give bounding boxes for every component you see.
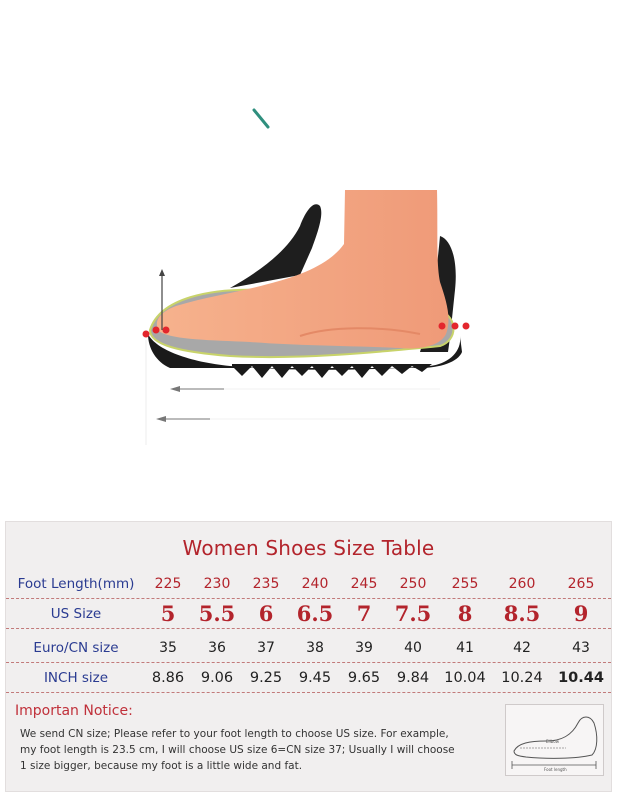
size-cell: 5 [160, 601, 176, 626]
size-cell: 8.5 [503, 601, 541, 626]
size-cell: 42 [513, 640, 531, 656]
notice-line: We send CN size; Please refer to your fo… [20, 728, 449, 740]
arrow-up-icon [159, 269, 165, 276]
size-cell: 245 [350, 576, 378, 592]
size-cell: 35 [159, 640, 177, 656]
outsole [148, 334, 462, 370]
size-cell: 265 [567, 576, 595, 592]
size-cell: 6.5 [296, 601, 334, 626]
diagram-label-bottom: Foot length [544, 767, 567, 772]
size-cell: 40 [404, 640, 422, 656]
size-cell: 250 [399, 576, 427, 592]
size-cell: 9.25 [249, 670, 283, 686]
heel-marker-1 [438, 322, 446, 330]
size-cell: 9.84 [396, 670, 430, 686]
size-table-panel: Women Shoes Size Table Foot Length(mm) 2… [5, 521, 612, 792]
heel-marker-2 [451, 322, 459, 330]
size-cell: 7.5 [394, 601, 432, 626]
size-cell: 43 [572, 640, 590, 656]
size-cell: 9.06 [200, 670, 234, 686]
size-cell: 9.45 [298, 670, 332, 686]
size-cell: 10.44 [558, 670, 604, 686]
size-cell: 230 [203, 576, 231, 592]
row-label: Euro/CN size [33, 640, 119, 656]
toe-marker-1 [142, 330, 150, 338]
size-cell: 38 [306, 640, 324, 656]
notice-line: my foot length is 23.5 cm, I will choose… [20, 744, 455, 756]
notice-title: Importan Notice: [15, 703, 133, 719]
foot [156, 190, 449, 349]
size-row-foot-length: Foot Length(mm) 225 230 235 240 245 250 … [6, 570, 611, 599]
notice-line: 1 size bigger, because my foot is a litt… [20, 760, 303, 772]
size-cell: 225 [154, 576, 182, 592]
size-cell: 39 [355, 640, 373, 656]
size-cell: 10.24 [501, 670, 543, 686]
outsole-tread [232, 364, 432, 378]
size-cell: 7 [356, 601, 372, 626]
shoe-fit-illustration [142, 108, 470, 445]
size-cell: 37 [257, 640, 275, 656]
size-row-us: US Size 5 5.5 6 6.5 7 7.5 8 8.5 9 [6, 600, 611, 629]
size-cell: 235 [252, 576, 280, 592]
pencil-mark-icon [252, 108, 270, 129]
size-row-inch: INCH size 8.86 9.06 9.25 9.45 9.65 9.84 … [6, 664, 611, 693]
size-cell: 5.5 [198, 601, 236, 626]
size-cell: 260 [508, 576, 536, 592]
toe-marker-3 [162, 326, 170, 334]
foot-arch-shade [299, 327, 421, 337]
row-label: INCH size [43, 670, 109, 686]
diagram-label-top: Ellbow [546, 739, 560, 744]
size-cell: 41 [456, 640, 474, 656]
foot-measure-diagram: Ellbow Foot length [505, 704, 604, 776]
row-label: US Size [50, 606, 102, 622]
foot-outline-icon [511, 716, 598, 769]
shoe-upper [230, 204, 322, 288]
size-cell: 8 [457, 601, 473, 626]
arrow-left-icon [156, 416, 166, 422]
size-cell: 10.04 [444, 670, 486, 686]
size-cell: 8.86 [151, 670, 185, 686]
size-cell: 9 [573, 601, 589, 626]
heel-marker-3 [462, 322, 470, 330]
arrow-left-icon [170, 386, 180, 392]
size-row-euro-cn: Euro/CN size 35 36 37 38 39 40 41 42 43 [6, 634, 611, 663]
toe-marker-2 [152, 326, 160, 334]
size-table-title: Women Shoes Size Table [182, 536, 435, 560]
size-cell: 6 [258, 601, 274, 626]
row-label: Foot Length(mm) [17, 576, 135, 592]
size-cell: 240 [301, 576, 329, 592]
notice-text: We send CN size; Please refer to your fo… [20, 726, 498, 774]
size-cell: 9.65 [347, 670, 381, 686]
size-cell: 36 [208, 640, 226, 656]
size-cell: 255 [451, 576, 479, 592]
